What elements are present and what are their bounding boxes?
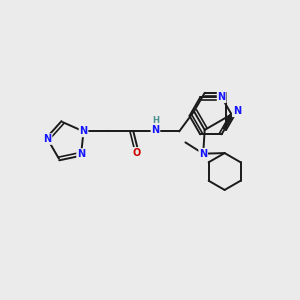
Text: H: H: [152, 116, 159, 124]
Text: N: N: [199, 149, 207, 159]
Text: O: O: [133, 148, 141, 158]
Text: N: N: [44, 134, 52, 144]
Text: N: N: [80, 126, 88, 136]
Text: N: N: [218, 92, 226, 102]
Text: N: N: [233, 106, 241, 116]
Text: N: N: [77, 149, 85, 159]
Text: N: N: [152, 125, 160, 135]
